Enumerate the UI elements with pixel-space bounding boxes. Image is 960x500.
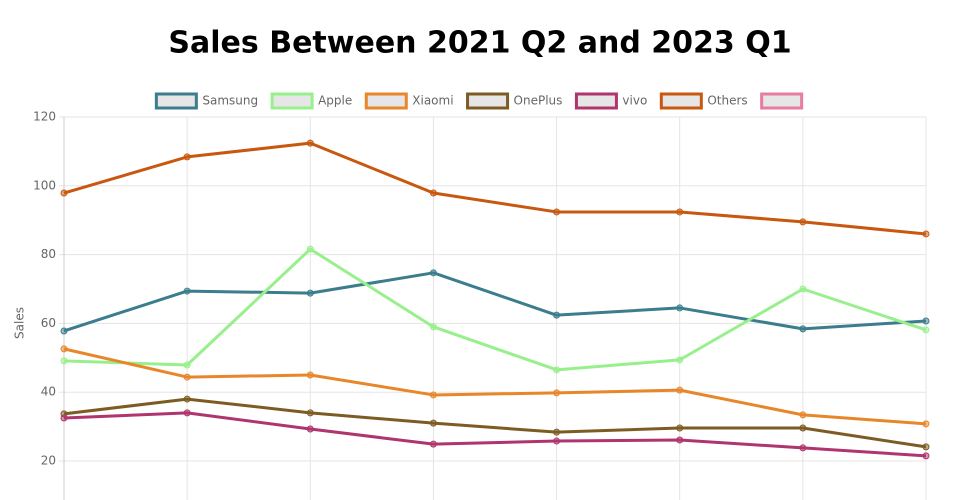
data-point [553, 366, 561, 374]
data-point [799, 285, 807, 293]
legend-swatch [760, 92, 804, 110]
legend-label: Apple [318, 94, 352, 108]
data-point [553, 208, 561, 216]
legend-swatch [574, 92, 618, 110]
y-tick-label: 80 [41, 247, 56, 261]
data-point [799, 411, 807, 419]
data-point [922, 326, 930, 334]
data-point [553, 437, 561, 445]
legend-label: vivo [622, 94, 647, 108]
data-point [60, 414, 68, 422]
y-tick-label: 20 [41, 454, 56, 468]
y-tick-label: 120 [33, 110, 56, 124]
data-point [553, 311, 561, 319]
data-point [922, 420, 930, 428]
y-tick-label: 40 [41, 385, 56, 399]
data-point [306, 425, 314, 433]
data-point [676, 304, 684, 312]
series-line [63, 271, 927, 333]
data-point [429, 391, 437, 399]
data-point [676, 424, 684, 432]
y-tick-label: 100 [33, 178, 56, 192]
data-point [183, 395, 191, 403]
series-line [63, 397, 927, 449]
data-point [922, 317, 930, 325]
data-point [306, 371, 314, 379]
legend-swatch [270, 92, 314, 110]
chart-title: Sales Between 2021 Q2 and 2023 Q1 [168, 26, 791, 61]
data-point [553, 428, 561, 436]
data-point [60, 327, 68, 335]
legend-label: Samsung [202, 94, 258, 108]
data-point [183, 373, 191, 381]
data-point [922, 452, 930, 460]
series-line [63, 141, 927, 236]
data-point [676, 386, 684, 394]
data-point [676, 356, 684, 364]
legend-swatch [364, 92, 408, 110]
legend-swatch [659, 92, 703, 110]
data-point [799, 325, 807, 333]
legend-label: OnePlus [514, 94, 563, 108]
data-point [553, 389, 561, 397]
data-point [183, 409, 191, 417]
data-point [799, 444, 807, 452]
legend: Samsung Apple Xiaomi OnePlus vivo Others [154, 92, 804, 110]
data-point [676, 208, 684, 216]
legend-label: Others [707, 94, 747, 108]
data-point [922, 230, 930, 238]
data-point [922, 443, 930, 451]
y-axis-label: Sales [13, 307, 27, 339]
data-point [306, 245, 314, 253]
y-tick-label: 60 [41, 316, 56, 330]
data-point [676, 436, 684, 444]
data-point [429, 323, 437, 331]
legend-label: Xiaomi [412, 94, 453, 108]
data-point [183, 153, 191, 161]
legend-swatch [466, 92, 510, 110]
data-point [183, 361, 191, 369]
data-point [429, 440, 437, 448]
data-point [306, 139, 314, 147]
data-point [306, 289, 314, 297]
data-point [429, 419, 437, 427]
series-line [63, 347, 927, 426]
series-line [63, 247, 927, 372]
data-point [429, 269, 437, 277]
data-point [799, 218, 807, 226]
data-point [306, 409, 314, 417]
data-point [60, 189, 68, 197]
data-point [429, 189, 437, 197]
data-point [60, 345, 68, 353]
legend-swatch [154, 92, 198, 110]
data-point [60, 357, 68, 365]
series-line [63, 411, 927, 458]
data-point [799, 424, 807, 432]
data-point [183, 287, 191, 295]
